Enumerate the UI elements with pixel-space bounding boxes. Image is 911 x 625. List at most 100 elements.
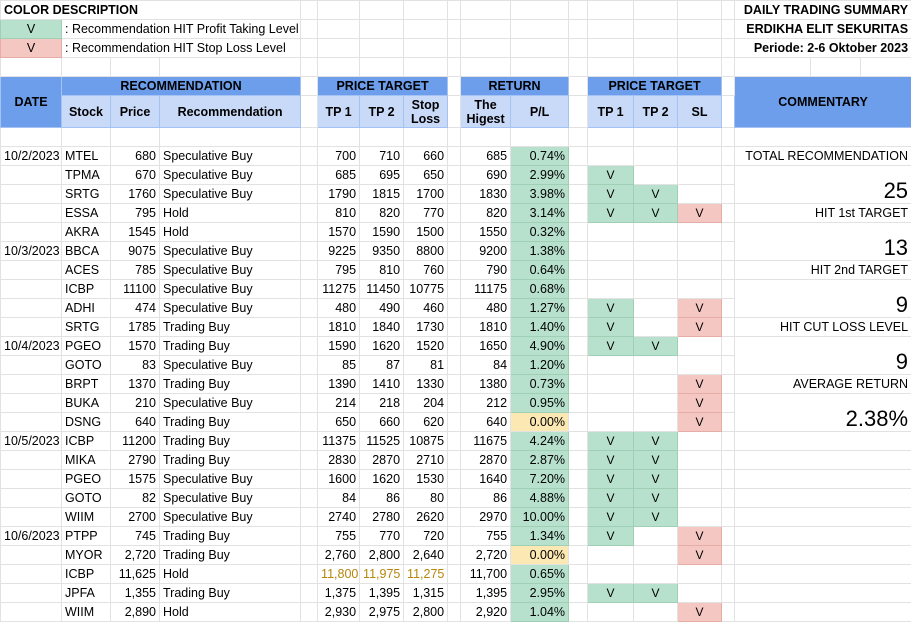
header-tp2: TP 2 — [359, 95, 405, 128]
highest-cell: 755 — [460, 526, 512, 546]
stop-loss-cell: 10775 — [403, 279, 449, 299]
table-row: ICBP 11100 Speculative Buy 11275 11450 10775 1… — [0, 279, 911, 318]
spacer-cell — [721, 488, 736, 508]
highest-cell: 1380 — [460, 374, 512, 394]
spacer-cell — [721, 564, 736, 584]
spacer-cell — [721, 165, 736, 185]
tp2-cell: 1840 — [359, 317, 405, 337]
hit-sl-cell — [677, 507, 723, 527]
stock-cell: ACES — [61, 260, 111, 280]
tp2-cell: 1410 — [359, 374, 405, 394]
recommendation-cell: Speculative Buy — [158, 241, 302, 261]
hit-tp1-cell — [587, 412, 635, 432]
pl-cell: 3.98% — [510, 184, 570, 204]
stop-loss-cell: 2620 — [403, 507, 449, 527]
recommendation-cell: Speculative Buy — [158, 184, 302, 204]
spacer-cell — [300, 488, 319, 508]
date-cell — [0, 355, 62, 375]
date-cell — [0, 488, 62, 508]
spacer-cell — [447, 602, 462, 622]
price-cell: 474 — [110, 298, 160, 318]
spacer-cell — [300, 507, 319, 527]
hit-sl-cell — [677, 222, 723, 242]
hit-tp2-cell — [633, 393, 679, 413]
spacer-cell — [300, 355, 319, 375]
tp2-cell: 86 — [359, 488, 405, 508]
date-cell — [0, 222, 62, 242]
spacer-cell — [721, 450, 736, 470]
spacer-cell — [447, 317, 462, 337]
pl-cell: 4.88% — [510, 488, 570, 508]
hit-sl-cell: V — [677, 602, 723, 622]
header-recommendation: Recommendation — [158, 95, 302, 128]
hit-tp2-cell: V — [633, 336, 679, 356]
spacer-cell — [721, 279, 736, 299]
spacer-cell — [568, 146, 589, 166]
commentary-label: AVERAGE RETURN — [734, 374, 911, 394]
hit-tp1-cell: V — [587, 450, 635, 470]
highest-cell: 2870 — [460, 450, 512, 470]
pl-cell: 1.34% — [510, 526, 570, 546]
tp2-cell: 810 — [359, 260, 405, 280]
tp1-cell: 9225 — [317, 241, 361, 261]
hit-sl-cell: V — [677, 317, 723, 337]
spacer-cell — [721, 545, 736, 565]
recommendation-cell: Speculative Buy — [158, 507, 302, 527]
hit-tp2-cell — [633, 355, 679, 375]
hit-sl-cell — [677, 431, 723, 451]
recommendation-cell: Speculative Buy — [158, 165, 302, 185]
stock-cell: ADHI — [61, 298, 111, 318]
commentary-label: HIT 2nd TARGET — [734, 260, 911, 280]
tp1-cell: 755 — [317, 526, 361, 546]
table-row: BRPT 1370 Trading Buy 1390 1410 1330 1380 0.73%… — [0, 374, 911, 394]
hit-tp1-cell: V — [587, 203, 635, 223]
tp1-cell: 2,930 — [317, 602, 361, 622]
date-cell: 10/5/2023 — [0, 431, 62, 451]
commentary-label: HIT 1st TARGET — [734, 203, 911, 223]
stock-cell: AKRA — [61, 222, 111, 242]
hit-sl-cell — [677, 165, 723, 185]
date-cell — [0, 184, 62, 204]
stock-cell: ICBP — [61, 564, 111, 584]
date-cell — [0, 317, 62, 337]
pl-cell: 3.14% — [510, 203, 570, 223]
table-row: SRTG 1785 Trading Buy 1810 1840 1730 1810 1.40%… — [0, 317, 911, 337]
spacer-cell — [300, 279, 319, 299]
spacer-cell — [447, 279, 462, 299]
header-date: DATE — [0, 76, 62, 128]
spacer-cell — [721, 374, 736, 394]
stop-loss-cell: 2,800 — [403, 602, 449, 622]
stock-cell: ESSA — [61, 203, 111, 223]
spacer-cell — [447, 488, 462, 508]
stop-loss-cell: 460 — [403, 298, 449, 318]
price-cell: 1545 — [110, 222, 160, 242]
price-cell: 83 — [110, 355, 160, 375]
legend-stoploss-text: : Recommendation HIT Stop Loss Level — [60, 38, 302, 58]
stock-cell: WIIM — [61, 507, 111, 527]
table-row: MYOR 2,720 Trading Buy 2,760 2,800 2,640 2,720… — [0, 545, 911, 565]
spacer-cell — [568, 469, 589, 489]
price-cell: 1,355 — [110, 583, 160, 603]
commentary-empty — [734, 526, 911, 546]
price-cell: 2700 — [110, 507, 160, 527]
pl-cell: 1.04% — [510, 602, 570, 622]
commentary-empty — [734, 583, 911, 603]
highest-cell: 11175 — [460, 279, 512, 299]
spacer-cell — [568, 165, 589, 185]
tp2-cell: 2,975 — [359, 602, 405, 622]
hit-tp2-cell — [633, 412, 679, 432]
tp2-cell: 2870 — [359, 450, 405, 470]
highest-cell: 640 — [460, 412, 512, 432]
spacer-cell — [568, 336, 589, 356]
tp2-cell: 2,800 — [359, 545, 405, 565]
tp1-cell: 1790 — [317, 184, 361, 204]
date-cell: 10/4/2023 — [0, 336, 62, 356]
spacer-cell — [568, 564, 589, 584]
hit-tp2-cell — [633, 564, 679, 584]
recommendation-cell: Speculative Buy — [158, 298, 302, 318]
spacer-cell — [721, 241, 736, 261]
hit-tp2-cell: V — [633, 431, 679, 451]
spacer-cell — [447, 298, 462, 318]
stop-loss-cell: 1530 — [403, 469, 449, 489]
spacer-cell — [447, 355, 462, 375]
